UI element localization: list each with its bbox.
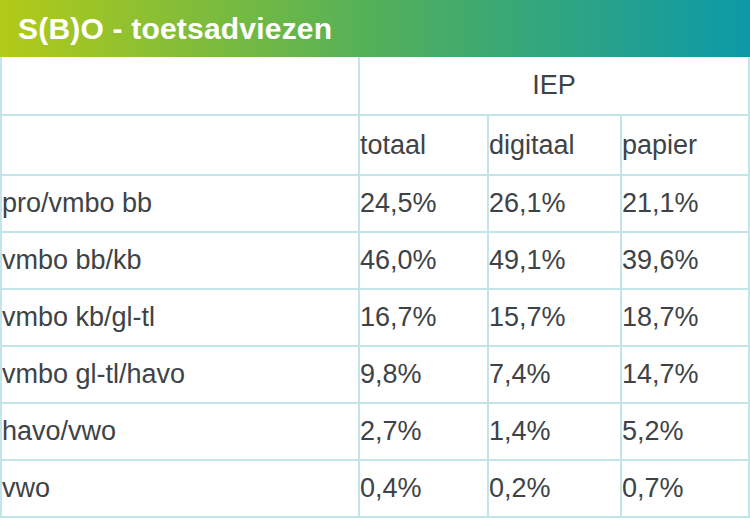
cell-value: 7,4% [488,346,621,403]
cell-value: 46,0% [359,232,488,289]
table-row: pro/vmbo bb 24,5% 26,1% 21,1% [1,175,749,232]
sbo-toetsadviezen-panel: S(B)O - toetsadviezen IEP totaal digitaa… [0,0,750,522]
cell-value: 9,8% [359,346,488,403]
cell-value: 49,1% [488,232,621,289]
row-label-header-empty-cell [1,115,359,175]
cell-value: 0,7% [621,460,749,517]
cell-value: 0,4% [359,460,488,517]
row-label: vwo [1,460,359,517]
column-header-row: totaal digitaal papier [1,115,749,175]
row-label: vmbo gl-tl/havo [1,346,359,403]
table-row: vwo 0,4% 0,2% 0,7% [1,460,749,517]
table-row: vmbo kb/gl-tl 16,7% 15,7% 18,7% [1,289,749,346]
group-header-iep: IEP [359,57,749,115]
column-header-totaal: totaal [359,115,488,175]
cell-value: 24,5% [359,175,488,232]
cell-value: 1,4% [488,403,621,460]
table-row: havo/vwo 2,7% 1,4% 5,2% [1,403,749,460]
row-label: pro/vmbo bb [1,175,359,232]
advice-table: IEP totaal digitaal papier pro/vmbo bb 2… [0,57,750,518]
cell-value: 0,2% [488,460,621,517]
cell-value: 26,1% [488,175,621,232]
cell-value: 15,7% [488,289,621,346]
cell-value: 16,7% [359,289,488,346]
cell-value: 14,7% [621,346,749,403]
group-header-row: IEP [1,57,749,115]
column-header-digitaal: digitaal [488,115,621,175]
cell-value: 39,6% [621,232,749,289]
table-row: vmbo gl-tl/havo 9,8% 7,4% 14,7% [1,346,749,403]
row-label: havo/vwo [1,403,359,460]
row-label: vmbo bb/kb [1,232,359,289]
cell-value: 5,2% [621,403,749,460]
panel-title: S(B)O - toetsadviezen [18,12,332,46]
cell-value: 21,1% [621,175,749,232]
column-header-papier: papier [621,115,749,175]
cell-value: 2,7% [359,403,488,460]
row-label: vmbo kb/gl-tl [1,289,359,346]
title-bar: S(B)O - toetsadviezen [0,0,750,57]
cell-value: 18,7% [621,289,749,346]
corner-empty-cell [1,57,359,115]
table-row: vmbo bb/kb 46,0% 49,1% 39,6% [1,232,749,289]
